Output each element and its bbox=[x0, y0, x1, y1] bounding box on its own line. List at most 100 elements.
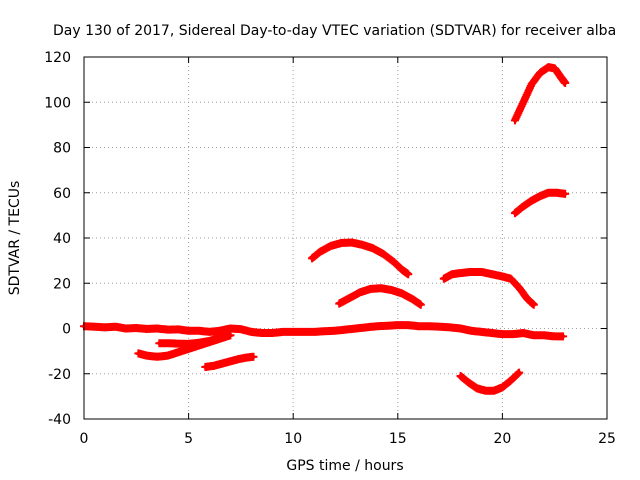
data-point bbox=[546, 190, 551, 195]
data-markers bbox=[456, 368, 524, 395]
data-point bbox=[322, 329, 327, 334]
data-point bbox=[370, 246, 375, 251]
data-point bbox=[391, 259, 396, 264]
data-point bbox=[546, 65, 551, 70]
data-point bbox=[251, 354, 256, 359]
data-point bbox=[508, 276, 513, 281]
data-point bbox=[228, 333, 233, 338]
data-point bbox=[416, 324, 421, 329]
y-tick-label: 20 bbox=[53, 276, 71, 292]
data-point bbox=[437, 324, 442, 329]
data-point bbox=[280, 329, 285, 334]
series-arc-high-a bbox=[510, 188, 570, 218]
data-point bbox=[134, 326, 139, 331]
y-axis-title: SDTVAR / TECUs bbox=[7, 181, 23, 296]
data-point bbox=[466, 380, 471, 385]
data-point bbox=[301, 329, 306, 334]
data-point bbox=[492, 388, 497, 393]
data-point bbox=[410, 297, 415, 302]
data-point bbox=[211, 363, 216, 368]
data-point bbox=[249, 329, 254, 334]
data-point bbox=[406, 272, 411, 277]
data-point bbox=[197, 340, 202, 345]
data-point bbox=[217, 335, 222, 340]
data-point bbox=[381, 251, 386, 256]
series-arc-high-b bbox=[510, 63, 570, 125]
data-point bbox=[318, 249, 323, 254]
y-tick-label: -20 bbox=[48, 367, 71, 383]
data-point bbox=[558, 75, 563, 80]
data-point bbox=[554, 190, 559, 195]
x-tick-label: 10 bbox=[284, 431, 302, 447]
data-point bbox=[552, 66, 557, 71]
data-point bbox=[379, 286, 384, 291]
data-point bbox=[270, 331, 275, 336]
data-point bbox=[529, 198, 534, 203]
data-point bbox=[517, 370, 522, 375]
data-point bbox=[483, 388, 488, 393]
data-point bbox=[517, 285, 522, 290]
y-tick-label: 60 bbox=[53, 186, 71, 202]
data-point bbox=[510, 332, 515, 337]
data-point bbox=[217, 328, 222, 333]
data-point bbox=[136, 351, 141, 356]
series-arc-mid-a bbox=[308, 238, 413, 279]
data-point bbox=[333, 328, 338, 333]
y-tick-label: 80 bbox=[53, 141, 71, 157]
data-point bbox=[144, 353, 149, 358]
data-point bbox=[165, 341, 170, 346]
data-point bbox=[469, 328, 474, 333]
data-point bbox=[165, 327, 170, 332]
data-point bbox=[343, 327, 348, 332]
data-point bbox=[406, 323, 411, 328]
series-arc-low-b bbox=[155, 333, 224, 348]
data-point bbox=[395, 323, 400, 328]
x-tick-labels: 0 5 10 15 20 25 bbox=[80, 431, 616, 447]
data-point bbox=[186, 328, 191, 333]
data-point bbox=[155, 326, 160, 331]
data-point bbox=[358, 290, 363, 295]
x-axis-title: GPS time / hours bbox=[286, 458, 403, 474]
data-point bbox=[157, 341, 162, 346]
data-point bbox=[489, 331, 494, 336]
x-tick-label: 20 bbox=[493, 431, 511, 447]
data-series bbox=[80, 63, 570, 395]
plot-border bbox=[83, 56, 608, 420]
data-point bbox=[521, 100, 526, 105]
data-point bbox=[500, 274, 505, 279]
data-markers bbox=[510, 188, 570, 218]
data-point bbox=[531, 333, 536, 338]
data-point bbox=[563, 81, 568, 86]
data-point bbox=[512, 118, 517, 123]
data-point bbox=[328, 243, 333, 248]
data-point bbox=[347, 295, 352, 300]
data-point bbox=[521, 331, 526, 336]
data-point bbox=[441, 276, 446, 281]
data-point bbox=[238, 327, 243, 332]
y-tick-label: 0 bbox=[62, 322, 71, 338]
y-tick-labels: -40 -20 0 20 40 60 80 100 120 bbox=[44, 50, 71, 428]
data-point bbox=[418, 302, 423, 307]
data-point bbox=[475, 386, 480, 391]
data-point bbox=[259, 331, 264, 336]
data-point bbox=[500, 385, 505, 390]
data-point bbox=[220, 361, 225, 366]
data-markers bbox=[308, 238, 413, 279]
data-point bbox=[399, 267, 404, 272]
data-point bbox=[123, 326, 128, 331]
data-point bbox=[349, 240, 354, 245]
data-point bbox=[448, 325, 453, 330]
data-point bbox=[176, 341, 181, 346]
data-point bbox=[512, 211, 517, 216]
series-arc-low-c bbox=[201, 352, 258, 371]
data-point bbox=[552, 334, 557, 339]
data-point bbox=[92, 324, 97, 329]
data-point bbox=[312, 329, 317, 334]
grid-lines bbox=[84, 57, 607, 419]
y-tick-label: 120 bbox=[44, 50, 71, 66]
series-arc-baseline bbox=[80, 321, 568, 341]
data-point bbox=[368, 286, 373, 291]
data-point bbox=[236, 357, 241, 362]
y-tick-label: 100 bbox=[44, 95, 71, 111]
